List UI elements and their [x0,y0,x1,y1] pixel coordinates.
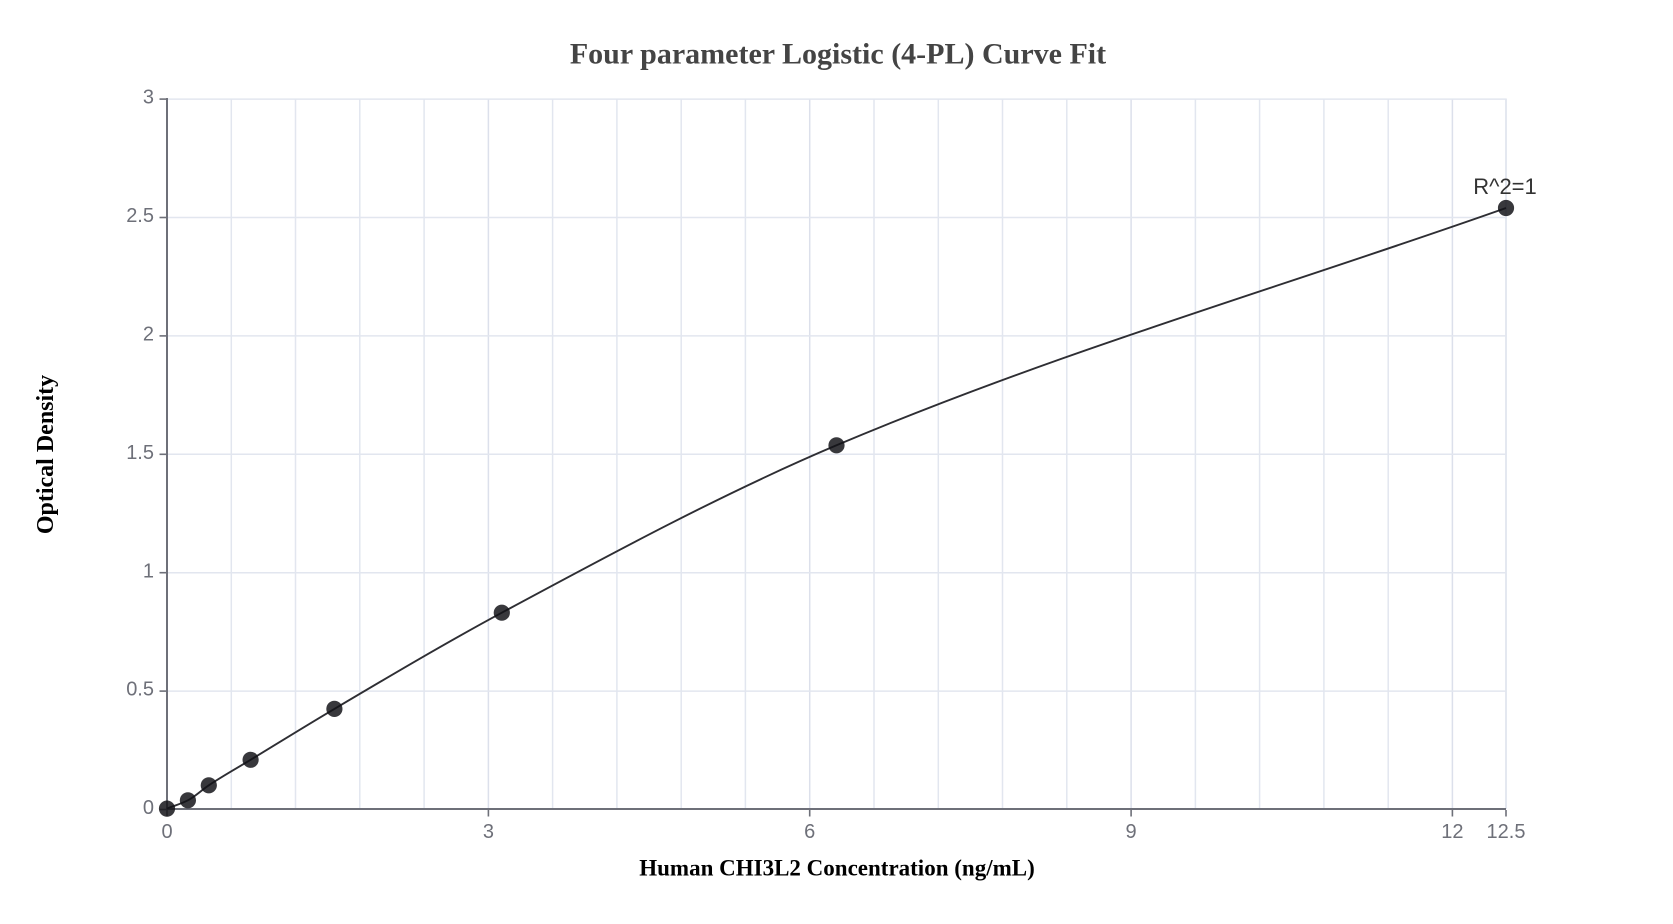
svg-text:2: 2 [143,324,154,346]
svg-text:2.5: 2.5 [126,205,154,227]
svg-text:0: 0 [161,821,172,843]
svg-text:6: 6 [804,821,815,843]
svg-text:12: 12 [1441,821,1463,843]
svg-text:3: 3 [483,821,494,843]
svg-text:Optical Density: Optical Density [33,375,59,534]
svg-text:Four parameter Logistic (4-PL): Four parameter Logistic (4-PL) Curve Fit [570,38,1106,71]
svg-text:9: 9 [1126,821,1137,843]
svg-text:R^2=1: R^2=1 [1473,174,1537,199]
svg-text:0: 0 [143,797,154,819]
svg-text:1.5: 1.5 [126,442,154,464]
svg-text:3: 3 [143,87,154,109]
svg-text:1: 1 [143,560,154,582]
svg-text:Human CHI3L2 Concentration (ng: Human CHI3L2 Concentration (ng/mL) [639,856,1035,881]
svg-text:12.5: 12.5 [1487,821,1526,843]
svg-text:0.5: 0.5 [126,679,154,701]
